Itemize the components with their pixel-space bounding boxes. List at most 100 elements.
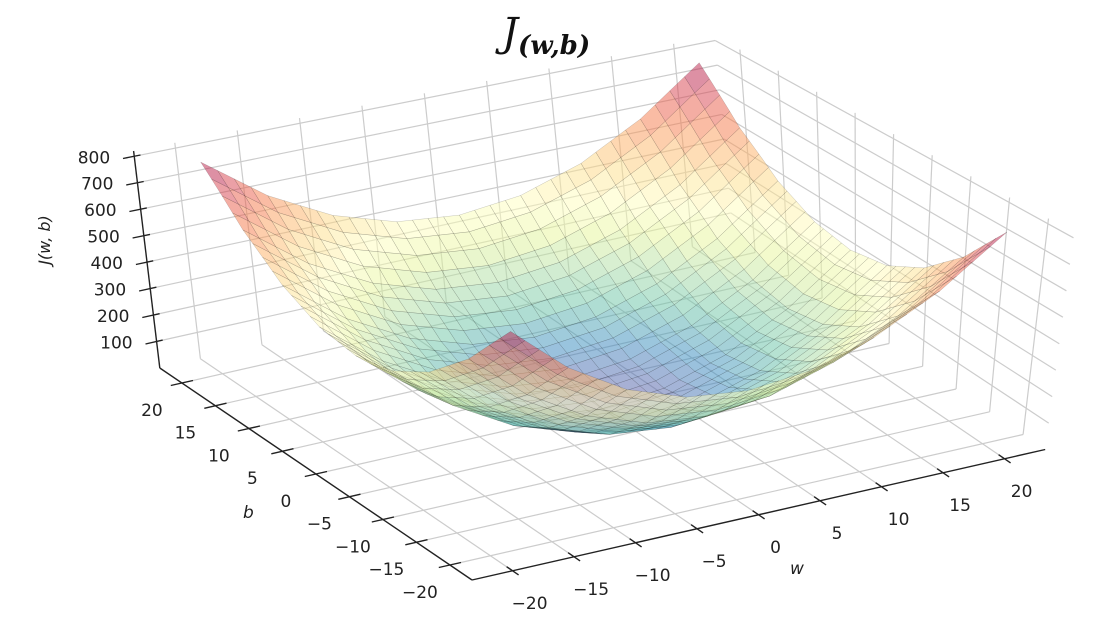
surface-patch: [807, 228, 833, 251]
surface-patch: [831, 345, 859, 361]
surface-patch: [896, 302, 924, 321]
surface-patch: [879, 265, 907, 282]
surface-patch: [300, 305, 327, 326]
x-tick-label: −15: [573, 580, 609, 600]
surface-patch: [401, 370, 426, 381]
right-wall-gridline-b: [989, 197, 1011, 412]
surface-patch: [310, 316, 336, 336]
surface-patch: [769, 381, 796, 397]
right-wall-gridline-z: [723, 138, 1060, 345]
x-axis-label: w: [790, 559, 804, 579]
right-wall-gridline-b: [955, 176, 972, 390]
x-tick: [752, 510, 765, 520]
surface-patch: [799, 362, 827, 378]
surface-patch: [544, 428, 569, 432]
surface-patch: [542, 342, 568, 359]
surface-patch: [722, 390, 748, 400]
surface-patch: [885, 308, 913, 327]
surface-patch: [482, 391, 509, 405]
surface-patch: [837, 343, 864, 359]
z-tick: [126, 180, 144, 186]
surface-patch: [396, 219, 423, 239]
surface-patch: [473, 394, 499, 408]
y-tick: [204, 402, 227, 409]
surface-patch: [488, 338, 515, 355]
surface-patch: [419, 371, 445, 382]
surface-patch: [499, 331, 526, 348]
surface-patch: [529, 427, 554, 430]
z-tick: [138, 286, 157, 292]
chart-title: J(w,b): [495, 10, 590, 61]
surface-patch: [467, 351, 494, 369]
z-tick-label: 700: [81, 175, 113, 195]
x-tick: [629, 538, 642, 548]
surface-patch: [907, 264, 935, 283]
surface-patch: [562, 289, 588, 309]
y-tick: [304, 470, 328, 478]
surface-patch: [410, 371, 436, 381]
back-wall-gridline-z: [137, 64, 718, 184]
surface-patch: [847, 337, 875, 353]
surface-patch: [316, 314, 343, 334]
surface-patch: [937, 256, 965, 275]
x-tick: [506, 566, 519, 576]
surface-patch: [380, 219, 408, 239]
surface-patch: [443, 214, 470, 234]
surface-patch: [492, 388, 519, 402]
z-tick-label: 400: [91, 254, 123, 274]
z-tick-label: 800: [78, 148, 110, 168]
surface-patch: [350, 343, 376, 360]
surface-patch: [489, 200, 516, 223]
x-tick-label: 20: [1011, 482, 1033, 502]
surface-patch: [337, 341, 363, 358]
surface-patch: [917, 262, 945, 281]
surface-patch: [559, 430, 584, 433]
right-wall-gridline-z: [721, 113, 1064, 318]
surface-patch: [516, 304, 542, 324]
surface-patch: [328, 333, 354, 351]
y-tick-label: 20: [141, 401, 163, 421]
z-tick: [122, 154, 141, 160]
surface-patch: [815, 353, 843, 369]
surface-patch: [382, 366, 408, 380]
surface-patch: [734, 140, 760, 169]
surface-patch: [431, 388, 456, 398]
y-tick-label: −5: [307, 515, 332, 535]
surface-patch: [504, 195, 531, 218]
surface-patch: [646, 364, 672, 382]
surface-patch: [427, 216, 455, 236]
z-tick-label: 300: [94, 281, 126, 301]
surface-patch: [639, 380, 665, 394]
surface-patch: [359, 350, 385, 368]
z-tick-label: 600: [84, 201, 116, 221]
surface-patch: [299, 205, 328, 228]
back-wall-gridline-z: [134, 39, 716, 157]
surface-patch: [711, 396, 738, 406]
y-tick: [371, 516, 395, 523]
title-sub: (w,b): [518, 31, 590, 61]
surface-patch: [728, 378, 755, 389]
y-tick: [438, 561, 462, 569]
z-tick: [135, 260, 154, 266]
surface-patch: [979, 231, 1008, 254]
y-tick-label: 0: [280, 492, 291, 512]
surface: [200, 62, 1008, 435]
right-wall-gridline-b: [922, 155, 933, 367]
surface-patch: [377, 328, 404, 345]
x-tick: [813, 496, 827, 506]
surface-patch: [789, 211, 815, 237]
x-tick-label: 0: [770, 538, 781, 558]
surface-patch: [355, 355, 381, 369]
surface-patch: [615, 389, 643, 399]
surface-patch: [661, 412, 688, 422]
y-tick-label: 5: [247, 469, 258, 489]
surface-patch: [411, 218, 439, 238]
surface-patch: [645, 393, 673, 403]
surface-patch: [458, 209, 485, 233]
floor-gridline-b: [449, 433, 1024, 566]
x-tick: [690, 524, 704, 534]
surface-patch: [571, 372, 599, 386]
y-tick-label: −15: [368, 560, 404, 580]
surface-patch: [752, 380, 780, 393]
